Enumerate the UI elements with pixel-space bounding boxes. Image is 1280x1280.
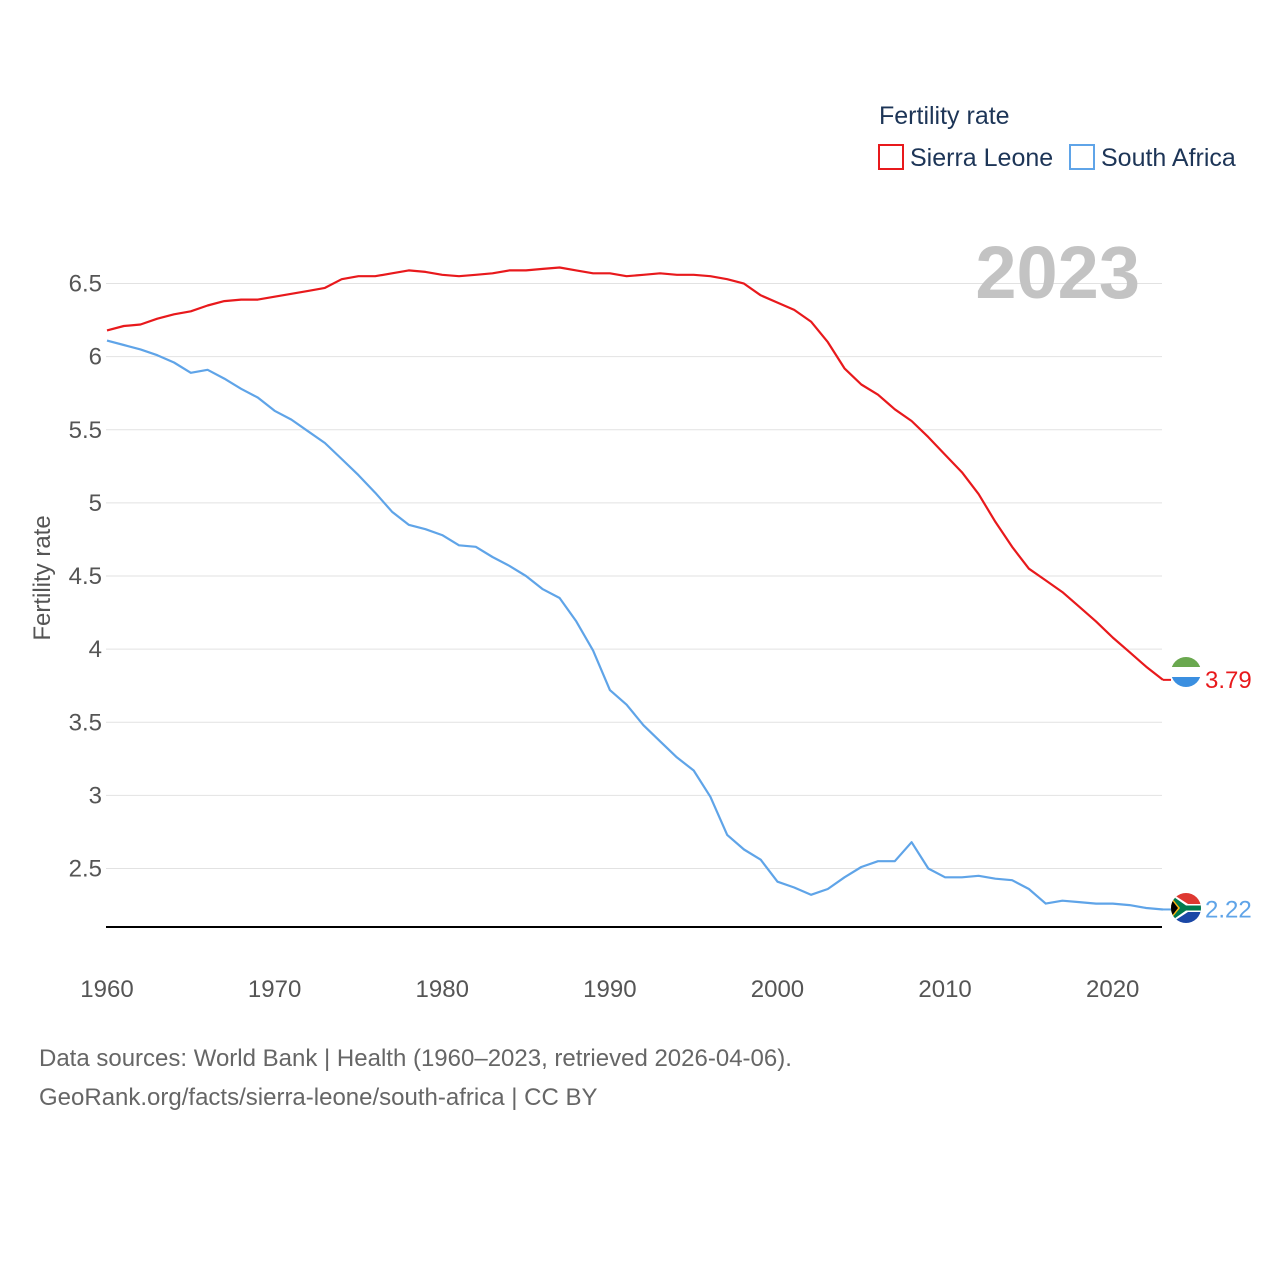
fertility-rate-chart: 2.5 3 3.5 4 4.5 5 5.5 6 6.5 1960 1970 1980 1990 2000…: [29, 102, 1252, 1003]
x-axis-ticks: 1960 1970 1980 1990 2000 2010 2020: [80, 976, 1139, 1003]
legend-swatch-south-africa: [1069, 144, 1095, 170]
legend-item-south-africa[interactable]: South Africa: [1069, 144, 1236, 172]
y-tick-label: 3.5: [69, 709, 102, 736]
y-tick-label: 4.5: [69, 563, 102, 590]
legend-label-south-africa: South Africa: [1101, 144, 1236, 172]
x-tick-label: 1960: [80, 976, 133, 1003]
y-tick-label: 3: [89, 782, 102, 809]
y-tick-label: 6.5: [69, 271, 102, 298]
series-line-south-africa[interactable]: [106, 339, 1164, 911]
y-tick-label: 5.5: [69, 417, 102, 444]
series-line-sierra-leone[interactable]: [106, 266, 1164, 681]
legend-item-sierra-leone[interactable]: Sierra Leone: [878, 144, 1053, 172]
legend-title: Fertility rate: [879, 102, 1010, 130]
current-year-label: 2023: [975, 231, 1140, 314]
y-tick-label: 2.5: [69, 856, 102, 883]
x-tick-label: 2020: [1086, 976, 1139, 1003]
south-africa-flag-icon: [1171, 893, 1201, 923]
series-lines: [106, 266, 1164, 911]
gridlines: [106, 283, 1162, 870]
end-markers: 3.79 2.22: [1163, 667, 1252, 923]
end-value-label-sierra-leone: 3.79: [1205, 667, 1252, 694]
y-axis-ticks: 2.5 3 3.5 4 4.5 5 5.5 6 6.5: [69, 271, 102, 883]
legend-swatch-sierra-leone: [878, 144, 904, 170]
y-tick-label: 5: [89, 490, 102, 517]
sierra-leone-flag-icon: [1171, 657, 1201, 687]
y-axis-title: Fertility rate: [29, 515, 56, 640]
x-tick-label: 1990: [583, 976, 636, 1003]
x-tick-label: 2010: [918, 976, 971, 1003]
x-tick-label: 1980: [416, 976, 469, 1003]
legend-label-sierra-leone: Sierra Leone: [910, 144, 1053, 172]
y-tick-label: 6: [89, 344, 102, 371]
x-tick-label: 2000: [751, 976, 804, 1003]
end-value-label-south-africa: 2.22: [1205, 896, 1252, 923]
legend: Fertility rate Sierra Leone South Africa: [878, 102, 1236, 172]
y-tick-label: 4: [89, 636, 102, 663]
source-line-2[interactable]: GeoRank.org/facts/sierra-leone/south-afr…: [39, 1084, 598, 1111]
x-tick-label: 1970: [248, 976, 301, 1003]
source-line-1: Data sources: World Bank | Health (1960–…: [39, 1045, 792, 1072]
